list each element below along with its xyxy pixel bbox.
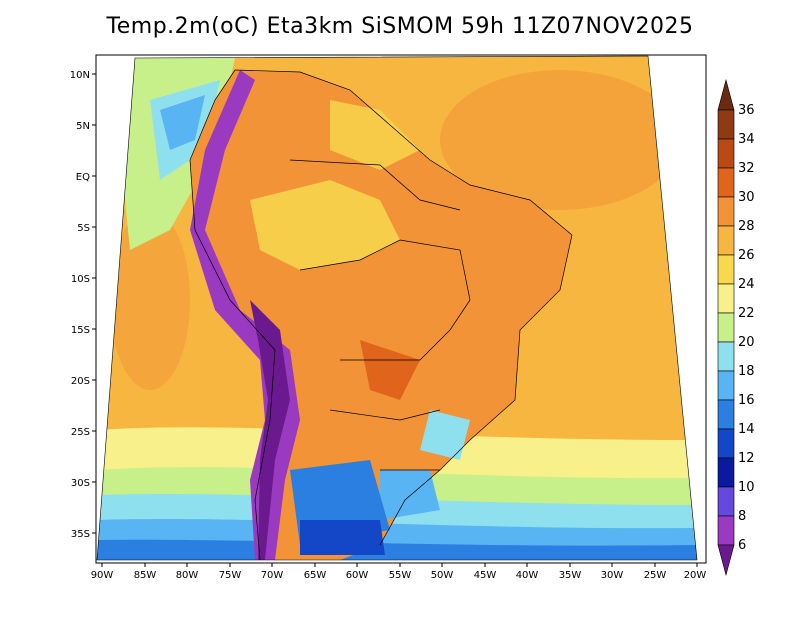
colorbar-segment <box>717 225 735 256</box>
plot-border <box>95 54 707 564</box>
colorbar-label-16: 16 <box>738 393 755 408</box>
colorbar <box>717 78 735 577</box>
colorbar-segment <box>717 515 735 546</box>
lon-label-40w: 40W <box>516 570 539 581</box>
colorbar-label-22: 22 <box>738 306 755 321</box>
lon-label-60w: 60W <box>346 570 369 581</box>
temperature-field <box>97 56 697 560</box>
colorbar-label-14: 14 <box>738 422 755 437</box>
colorbar-segment <box>717 109 735 140</box>
lat-label-25s: 25S <box>71 427 90 438</box>
lat-label-10n: 10N <box>70 70 90 81</box>
lat-label-20s: 20S <box>71 376 90 387</box>
colorbar-label-24: 24 <box>738 277 755 292</box>
colorbar-label-26: 26 <box>738 248 755 263</box>
domain-outline <box>96 55 698 561</box>
lon-label-35w: 35W <box>559 570 582 581</box>
lon-label-75w: 75W <box>219 570 242 581</box>
colorbar-segment <box>717 254 735 285</box>
colorbar-segment <box>717 457 735 488</box>
colorbar-labels: 36 34 32 30 28 26 24 22 20 18 16 14 12 1… <box>738 103 755 553</box>
colorbar-label-36: 36 <box>738 103 755 118</box>
lat-label-5n: 5N <box>76 121 90 132</box>
lon-label-80w: 80W <box>176 570 199 581</box>
colorbar-label-32: 32 <box>738 161 755 176</box>
colorbar-segment <box>717 399 735 430</box>
colorbar-label-6: 6 <box>738 538 746 553</box>
lon-label-55w: 55W <box>389 570 412 581</box>
lon-label-45w: 45W <box>474 570 497 581</box>
colorbar-label-20: 20 <box>738 335 755 350</box>
lat-label-30s: 30S <box>71 478 90 489</box>
colorbar-label-28: 28 <box>738 219 755 234</box>
colorbar-segment <box>717 312 735 343</box>
colorbar-label-18: 18 <box>738 364 755 379</box>
colorbar-label-34: 34 <box>738 132 755 147</box>
colorbar-segment <box>717 370 735 401</box>
lat-label-15s: 15S <box>71 325 90 336</box>
colorbar-segment <box>717 138 735 169</box>
lat-label-10s: 10S <box>71 274 90 285</box>
lon-label-50w: 50W <box>431 570 454 581</box>
map-title: Temp.2m(oC) Eta3km SiSMOM 59h 11Z07NOV20… <box>106 14 694 39</box>
lon-label-70w: 70W <box>261 570 284 581</box>
colorbar-segment <box>717 428 735 459</box>
lon-label-65w: 65W <box>304 570 327 581</box>
lat-label-5s: 5S <box>77 223 90 234</box>
colorbar-segment <box>717 167 735 198</box>
coastlines <box>189 69 573 561</box>
colorbar-segment <box>717 196 735 227</box>
lat-label-35s: 35S <box>71 529 90 540</box>
longitude-axis: 90W 85W 80W 75W 70W 65W 60W 55W 50W 45W … <box>91 563 707 581</box>
colorbar-segment <box>717 341 735 372</box>
lon-label-25w: 25W <box>644 570 667 581</box>
colorbar-bottom-arrow <box>717 544 735 577</box>
colorbar-label-8: 8 <box>738 509 746 524</box>
latitude-axis: 10N 5N EQ 5S 10S 15S 20S 25S 30S 35S <box>70 70 96 540</box>
lon-label-90w: 90W <box>91 570 114 581</box>
colorbar-label-12: 12 <box>738 451 755 466</box>
colorbar-top-arrow <box>717 78 735 111</box>
colorbar-label-10: 10 <box>738 480 755 495</box>
colorbar-segment <box>717 283 735 314</box>
lon-label-30w: 30W <box>601 570 624 581</box>
lat-label-eq: EQ <box>76 172 90 183</box>
colorbar-label-30: 30 <box>738 190 755 205</box>
colorbar-segment <box>717 486 735 517</box>
lon-label-85w: 85W <box>134 570 157 581</box>
lon-label-20w: 20W <box>684 570 707 581</box>
